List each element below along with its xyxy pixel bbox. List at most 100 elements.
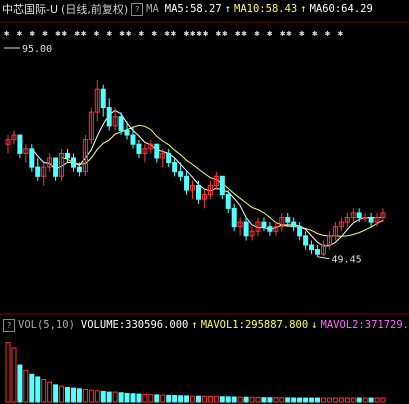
candle-body	[76, 166, 82, 173]
candle-body	[112, 116, 118, 127]
ma10-value: MA10:58.43	[234, 3, 298, 15]
volume-bar	[142, 393, 148, 403]
volume-bar	[59, 385, 65, 403]
candle-body	[249, 230, 255, 237]
candle-body	[279, 217, 285, 228]
candle-body	[29, 148, 35, 168]
arrow-up-icon: ↑	[224, 3, 232, 15]
volume-bar	[338, 397, 344, 403]
volume-bar	[225, 396, 231, 403]
candle-body	[53, 157, 59, 177]
candle-body	[82, 139, 88, 173]
period-label[interactable]: (日线,前复权)	[61, 3, 129, 16]
candle-body	[47, 157, 53, 168]
candle-body	[225, 194, 231, 209]
volume-bar	[41, 379, 47, 403]
candle-body	[207, 184, 213, 196]
volume-bar	[273, 397, 279, 403]
candle-body	[362, 217, 368, 220]
volume-bar	[344, 397, 350, 403]
volume-header: ? VOL(5,10) VOLUME:330596.000 ↑ MAVOL1:2…	[0, 317, 409, 333]
volume-bar	[195, 395, 201, 403]
candle-body	[154, 143, 160, 159]
candle-body	[195, 184, 201, 200]
volume-bar	[303, 397, 309, 403]
candle-body	[94, 88, 100, 113]
candle-body	[267, 226, 273, 232]
high-price-label: 95.00	[22, 44, 52, 55]
volume-bar	[47, 381, 53, 403]
vol-help-icon[interactable]: ?	[3, 318, 15, 332]
mavol2-value: MAVOL2:371729.	[320, 319, 409, 331]
candle-body	[41, 166, 47, 177]
event-marks[interactable]: ✱ ✱ ✱ ✱ ✱✱ ✱✱ ✱ ✱ ✱✱ ✱ ✱ ✱✱ ✱✱✱✱ ✱✱ ✱✱ ✱…	[4, 29, 345, 39]
vol-indicator-name[interactable]: VOL(5,10)	[18, 319, 75, 331]
ma60-value: MA60:64.29	[309, 3, 373, 15]
candle-body	[243, 221, 249, 237]
volume-bar	[178, 395, 184, 403]
volume-bar	[213, 396, 219, 403]
candle-body	[172, 162, 178, 173]
candle-body	[70, 157, 76, 168]
volume-bar	[130, 393, 136, 403]
volume-bar	[190, 395, 196, 403]
candle-body	[219, 175, 225, 196]
candle-body	[190, 184, 196, 191]
volume-bar	[65, 386, 71, 403]
candle-body	[320, 244, 326, 255]
indicator-name[interactable]: MA	[146, 3, 159, 15]
volume-bar	[100, 390, 106, 403]
volume-bar	[297, 397, 303, 403]
volume-bar	[320, 397, 326, 403]
volume-bar	[17, 364, 23, 403]
candle-body	[106, 107, 112, 127]
volume-bar	[136, 393, 142, 403]
candle-body	[184, 175, 190, 191]
volume-bar	[207, 395, 213, 403]
candle-body	[231, 207, 237, 228]
volume-bar	[53, 384, 59, 403]
candle-body	[380, 212, 386, 219]
volume-bar	[160, 394, 166, 403]
volume-bar	[380, 397, 386, 403]
volume-bar	[362, 397, 368, 403]
candle-body	[124, 129, 130, 136]
volume-bar	[112, 391, 118, 403]
candle-body	[213, 175, 219, 186]
volume-value: VOLUME:330596.000	[80, 319, 189, 331]
volume-bar	[118, 392, 124, 403]
volume-bar	[124, 392, 130, 403]
candle-body	[344, 217, 350, 223]
event-marks-row[interactable]: ✱ ✱ ✱ ✱ ✱✱ ✱✱ ✱ ✱ ✱✱ ✱ ✱ ✱✱ ✱✱✱✱ ✱✱ ✱✱ ✱…	[0, 28, 409, 40]
candle-body	[261, 221, 267, 228]
low-price-label: 49.45	[332, 255, 362, 266]
candle-body	[303, 235, 309, 246]
candle-body	[17, 134, 23, 154]
volume-bar	[267, 397, 273, 403]
candle-body	[374, 217, 380, 223]
candle-body	[118, 116, 124, 131]
ma5-value: MA5:58.27	[164, 3, 222, 15]
candle-body	[11, 134, 17, 141]
candle-body	[166, 152, 172, 164]
volume-bar	[5, 342, 11, 403]
volume-bar	[154, 394, 160, 403]
candle-body	[88, 111, 94, 141]
arrow-up-icon: ↑	[300, 3, 307, 15]
stock-title[interactable]: 中芯国际-U	[2, 3, 59, 16]
help-icon[interactable]: ?	[131, 2, 144, 16]
ma5-line	[31, 109, 383, 247]
candle-body	[5, 139, 11, 145]
candle-body	[35, 166, 41, 177]
volume-bar	[368, 397, 374, 403]
volume-bar	[201, 395, 207, 403]
volume-bar	[82, 388, 88, 403]
volume-bar	[374, 397, 380, 403]
candle-body	[309, 244, 315, 251]
volume-bar	[279, 397, 285, 403]
candle-body	[201, 194, 207, 200]
volume-bar	[309, 397, 315, 403]
candle-body	[326, 235, 332, 246]
volume-bar	[76, 388, 82, 403]
